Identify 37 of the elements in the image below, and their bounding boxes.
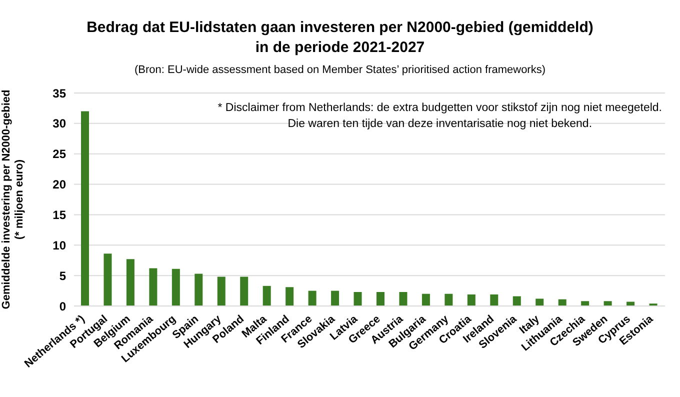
y-tick-label: 20 (52, 178, 66, 192)
bar (399, 292, 408, 306)
bar (422, 294, 430, 306)
y-axis-title: Gemiddelde investering per N2000-gebied (* miljoen euro) (0, 90, 26, 310)
y-tick-label: 0 (59, 299, 66, 314)
chart-title: Bedrag dat EU-lidstaten gaan investeren per N2000-gebied (gemiddeld) in de periode 2021-2027 (86, 18, 594, 58)
bar (536, 298, 544, 306)
bar (217, 276, 226, 306)
bar (262, 286, 271, 306)
bar (490, 294, 498, 306)
bar (194, 274, 203, 306)
chart-subtitle: (Bron: EU-wide assessment based on Member States’ prioritised action frameworks) (133, 64, 547, 76)
bar (376, 292, 384, 306)
bar (104, 254, 112, 306)
bar (286, 287, 294, 306)
bar (604, 301, 612, 306)
bar (149, 268, 158, 306)
bar (467, 294, 476, 306)
bar (308, 290, 316, 306)
bar (172, 268, 180, 306)
bar (240, 276, 248, 306)
bar (581, 301, 590, 306)
bar (444, 294, 453, 306)
bar (558, 299, 566, 306)
y-tick-label: 15 (52, 208, 66, 222)
bar (354, 292, 362, 306)
y-tick-label: 30 (52, 116, 66, 131)
y-tick-label: 25 (52, 147, 66, 162)
bar (512, 296, 521, 306)
bar (331, 290, 340, 306)
bar (81, 111, 89, 306)
y-tick-label: 10 (52, 238, 66, 252)
y-tick-label: 5 (59, 268, 66, 283)
annotation: * Disclaimer from Netherlands: de extra budgetten voor stikstof zijn nog niet meegeteld. Die waren ten tijde van deze inventarisatie nog niet bekend. (218, 101, 662, 132)
bar (626, 302, 635, 306)
y-tick-label: 35 (52, 86, 66, 100)
bar (126, 259, 134, 306)
